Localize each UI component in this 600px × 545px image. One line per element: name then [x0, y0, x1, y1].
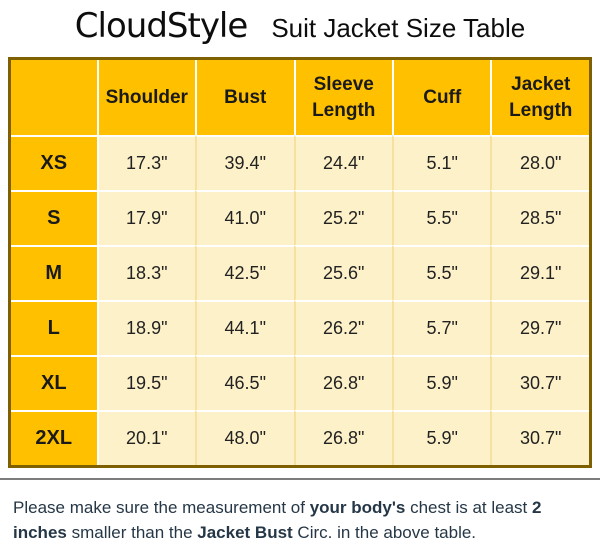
measurement-cell: 44.1"	[195, 300, 294, 355]
title-row: CloudStyle Suit Jacket Size Table	[0, 0, 600, 57]
column-header-jacket-length: Jacket Length	[490, 60, 589, 135]
measurement-cell: 28.0"	[490, 135, 589, 190]
footer-text-segment: Circ. in the above table.	[292, 523, 477, 542]
size-label: XS	[11, 135, 97, 190]
size-row-2xl: 2XL 20.1" 48.0" 26.8" 5.9" 30.7"	[11, 410, 589, 465]
measurement-cell: 18.3"	[96, 245, 196, 300]
measurement-cell: 42.5"	[195, 245, 294, 300]
size-row-s: S 17.9" 41.0" 25.2" 5.5" 28.5"	[11, 190, 589, 245]
size-label: S	[11, 190, 97, 245]
page-title: Suit Jacket Size Table	[271, 13, 526, 43]
measurement-cell: 18.9"	[96, 300, 196, 355]
measurement-cell: 29.1"	[490, 245, 589, 300]
measurement-cell: 5.9"	[391, 410, 491, 465]
column-header-sleeve-length: Sleeve Length	[293, 60, 392, 135]
measurement-cell: 5.9"	[391, 355, 491, 410]
footer-text-segment: chest is at least	[405, 498, 532, 517]
measurement-cell: 5.1"	[391, 135, 491, 190]
size-label: M	[11, 245, 97, 300]
measurement-cell: 28.5"	[490, 190, 589, 245]
size-row-xs: XS 17.3" 39.4" 24.4" 5.1" 28.0"	[11, 135, 589, 190]
measurement-cell: 41.0"	[195, 190, 294, 245]
measurement-cell: 17.9"	[96, 190, 196, 245]
size-row-l: L 18.9" 44.1" 26.2" 5.7" 29.7"	[11, 300, 589, 355]
measurement-cell: 5.5"	[391, 190, 491, 245]
size-label: XL	[11, 355, 97, 410]
measurement-cell: 39.4"	[195, 135, 294, 190]
measurement-cell: 26.2"	[293, 300, 392, 355]
column-header-cuff: Cuff	[391, 60, 491, 135]
brand-logo: CloudStyle	[74, 6, 249, 46]
measurement-cell: 30.7"	[490, 355, 589, 410]
column-header-bust: Bust	[195, 60, 294, 135]
size-table: Shoulder Bust Sleeve Length Cuff Jacket …	[8, 57, 592, 468]
measurement-cell: 5.7"	[391, 300, 491, 355]
measurement-cell: 26.8"	[293, 410, 392, 465]
separator-line	[0, 478, 600, 480]
footer-note: Please make sure the measurement of your…	[0, 488, 600, 545]
measurement-cell: 30.7"	[490, 410, 589, 465]
table-header-row: Shoulder Bust Sleeve Length Cuff Jacket …	[11, 60, 589, 135]
footer-text-segment-bold: 2 inches	[13, 498, 542, 542]
column-header-shoulder: Shoulder	[96, 60, 196, 135]
measurement-cell: 25.2"	[293, 190, 392, 245]
measurement-cell: 5.5"	[391, 245, 491, 300]
measurement-cell: 24.4"	[293, 135, 392, 190]
measurement-cell: 20.1"	[96, 410, 196, 465]
footer-text-segment-bold: Jacket Bust	[197, 523, 293, 542]
footer-text-segment: Please make sure the measurement of	[13, 498, 310, 517]
size-label: L	[11, 300, 97, 355]
measurement-cell: 48.0"	[195, 410, 294, 465]
size-label: 2XL	[11, 410, 97, 465]
measurement-cell: 29.7"	[490, 300, 589, 355]
measurement-cell: 25.6"	[293, 245, 392, 300]
measurement-cell: 19.5"	[96, 355, 196, 410]
footer-text-segment-bold: your body's	[309, 498, 406, 517]
footer-text-segment: smaller than the	[66, 523, 198, 542]
measurement-cell: 46.5"	[195, 355, 294, 410]
measurement-cell: 17.3"	[96, 135, 196, 190]
size-row-xl: XL 19.5" 46.5" 26.8" 5.9" 30.7"	[11, 355, 589, 410]
column-header-blank	[11, 60, 97, 135]
size-row-m: M 18.3" 42.5" 25.6" 5.5" 29.1"	[11, 245, 589, 300]
measurement-cell: 26.8"	[293, 355, 392, 410]
